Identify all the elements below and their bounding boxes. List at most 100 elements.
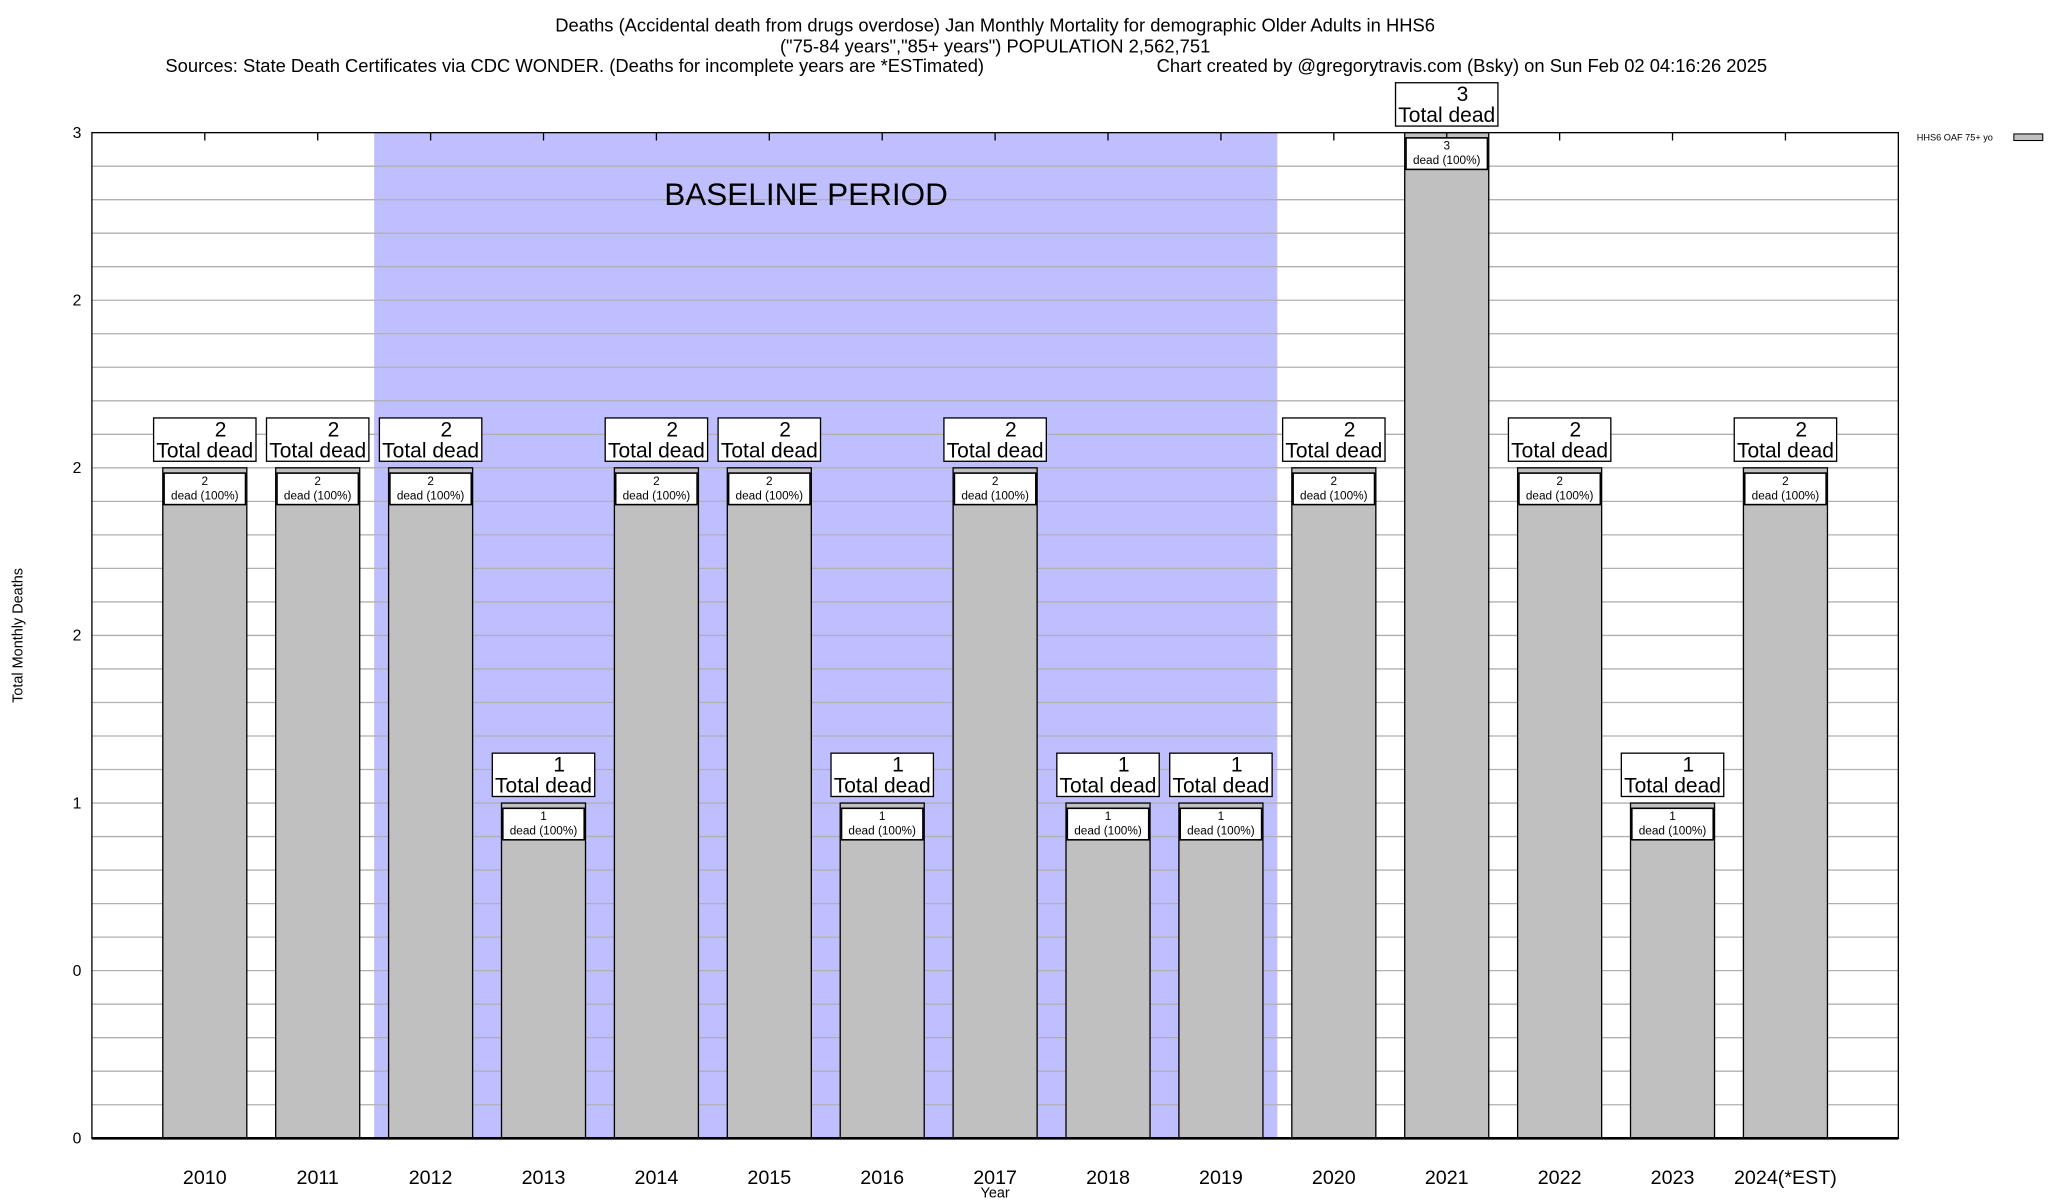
inner-label-box xyxy=(1179,807,1263,841)
legend-label: HHS6 OAF 75+ yo xyxy=(1917,133,1993,143)
bar-2012 xyxy=(387,467,474,1139)
total-label-box xyxy=(1056,752,1160,798)
y-tick-label: 2 xyxy=(73,460,82,477)
inner-label-text: dead (100%) xyxy=(1526,488,1594,502)
inner-label-text: dead (100%) xyxy=(1074,824,1142,838)
total-label-text: Total dead xyxy=(156,439,253,462)
x-tick-label: 2020 xyxy=(1312,1167,1356,1189)
total-label-value: 2 xyxy=(1570,418,1582,441)
inner-label-box xyxy=(1743,472,1827,506)
total-label-text: Total dead xyxy=(1285,439,1382,462)
x-tick-label: 2010 xyxy=(183,1167,227,1189)
total-label-value: 1 xyxy=(892,754,904,777)
inner-label-text: dead (100%) xyxy=(1300,488,1368,502)
inner-label-value: 2 xyxy=(766,474,773,488)
inner-label-text: dead (100%) xyxy=(1752,488,1820,502)
total-label-value: 1 xyxy=(1231,754,1243,777)
total-label-box xyxy=(1394,82,1499,127)
inner-label-text: dead (100%) xyxy=(510,824,578,838)
inner-label-value: 2 xyxy=(653,474,660,488)
inner-label-box xyxy=(389,472,473,506)
bar-2024(*EST) xyxy=(1742,467,1829,1139)
total-label-box xyxy=(604,417,709,462)
bar-2020 xyxy=(1291,467,1377,1139)
bar-2011 xyxy=(275,467,361,1139)
inner-label-box xyxy=(276,472,360,506)
total-label-value: 2 xyxy=(215,418,227,441)
y-tick-label: 1 xyxy=(73,795,82,812)
inner-label-value: 1 xyxy=(1669,809,1676,823)
x-tick-label: 2017 xyxy=(973,1167,1017,1189)
total-label-box xyxy=(152,417,257,462)
total-label-box xyxy=(1733,417,1838,462)
total-label-value: 2 xyxy=(328,418,340,441)
y-tick-label: 0 xyxy=(73,963,82,980)
total-label-box xyxy=(1169,752,1273,798)
inner-label-box xyxy=(614,472,698,506)
x-tick-label: 2014 xyxy=(635,1167,679,1189)
total-label-text: Total dead xyxy=(495,775,592,798)
total-label-box xyxy=(717,417,822,462)
bar-2022 xyxy=(1516,467,1603,1139)
x-tick-label: 2023 xyxy=(1651,1167,1695,1189)
total-label-text: Total dead xyxy=(1737,439,1834,462)
inner-label-value: 3 xyxy=(1443,139,1450,153)
chart-title-line-2: ("75-84 years","85+ years") POPULATION 2… xyxy=(780,36,1210,57)
total-label-text: Total dead xyxy=(1060,775,1157,798)
total-label-text: Total dead xyxy=(608,439,705,462)
total-label-value: 2 xyxy=(1344,418,1356,441)
inner-label-value: 2 xyxy=(1782,474,1789,488)
x-tick-label: 2012 xyxy=(409,1167,453,1189)
total-label-text: Total dead xyxy=(1172,775,1269,798)
bar-2018 xyxy=(1065,802,1151,1139)
inner-label-box xyxy=(1518,472,1602,506)
total-label-value: 2 xyxy=(779,418,791,441)
x-axis-label: Year xyxy=(981,1185,1010,1200)
total-label-text: Total dead xyxy=(269,439,366,462)
inner-label-box xyxy=(1405,137,1489,171)
total-label-text: Total dead xyxy=(947,439,1044,462)
legend-swatch xyxy=(2013,133,2044,142)
inner-label-text: dead (100%) xyxy=(397,488,465,502)
x-tick-label: 2016 xyxy=(860,1167,904,1189)
total-label-value: 1 xyxy=(1682,754,1694,777)
inner-label-text: dead (100%) xyxy=(848,824,916,838)
total-label-text: Total dead xyxy=(1511,439,1608,462)
inner-label-box xyxy=(840,807,924,841)
inner-label-value: 1 xyxy=(1218,809,1225,823)
x-tick-label: 2011 xyxy=(297,1167,339,1189)
total-label-box xyxy=(943,417,1047,462)
inner-label-value: 2 xyxy=(992,474,999,488)
total-label-text: Total dead xyxy=(834,775,931,798)
total-label-value: 1 xyxy=(1118,754,1130,777)
total-label-box xyxy=(1281,417,1386,462)
inner-label-text: dead (100%) xyxy=(171,488,239,502)
total-label-value: 3 xyxy=(1457,83,1469,106)
inner-label-value: 1 xyxy=(540,809,547,823)
inner-label-value: 2 xyxy=(314,474,321,488)
chart-sources: Sources: State Death Certificates via CD… xyxy=(165,55,984,76)
inner-label-text: dead (100%) xyxy=(623,488,691,502)
inner-label-box xyxy=(502,807,585,841)
y-tick-label: 2 xyxy=(73,292,82,309)
x-tick-label: 2021 xyxy=(1425,1167,1469,1189)
inner-label-box xyxy=(163,472,247,506)
y-axis-label: Total Monthly Deaths xyxy=(10,568,26,703)
inner-label-text: dead (100%) xyxy=(736,488,804,502)
bar-2014 xyxy=(613,467,700,1139)
total-label-value: 1 xyxy=(553,754,565,777)
inner-label-text: dead (100%) xyxy=(961,488,1029,502)
x-tick-label: 2022 xyxy=(1538,1167,1582,1189)
total-label-text: Total dead xyxy=(721,439,818,462)
x-tick-label: 2018 xyxy=(1086,1167,1130,1189)
x-tick-label: 2013 xyxy=(522,1167,566,1189)
bar-2015 xyxy=(726,467,812,1139)
total-label-value: 2 xyxy=(1795,418,1807,441)
bar-2013 xyxy=(500,802,587,1139)
total-label-box xyxy=(1507,417,1612,462)
bar-2019 xyxy=(1178,802,1264,1139)
inner-label-text: dead (100%) xyxy=(284,488,352,502)
inner-label-value: 1 xyxy=(879,809,886,823)
inner-label-text: dead (100%) xyxy=(1187,824,1255,838)
total-label-box xyxy=(378,417,483,462)
